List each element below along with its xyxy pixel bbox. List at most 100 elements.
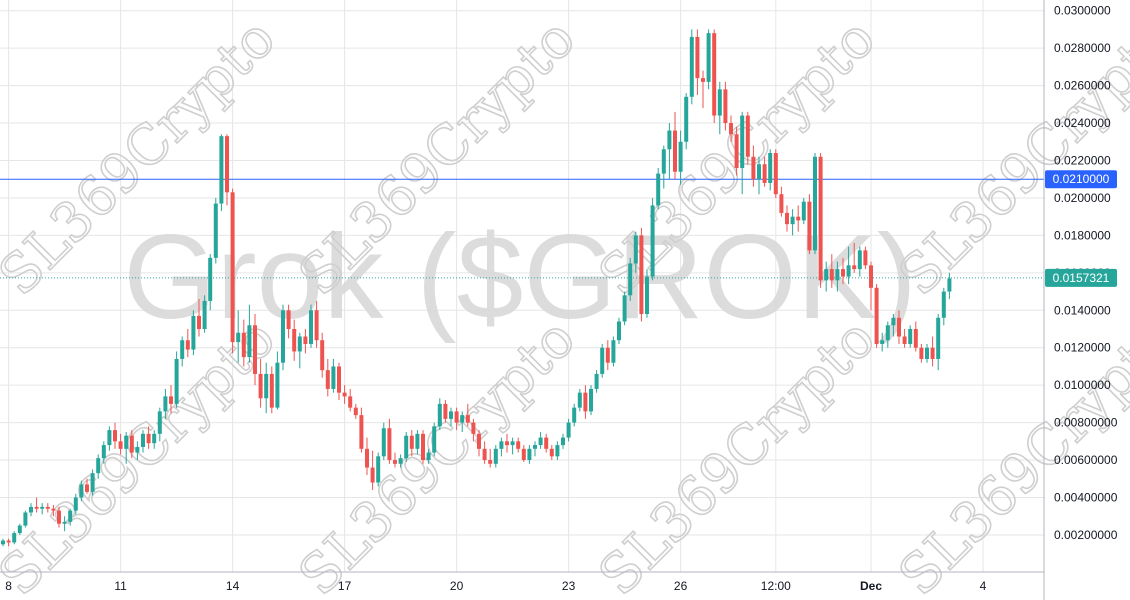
candle[interactable]	[841, 257, 845, 285]
candle[interactable]	[230, 188, 235, 354]
candle[interactable]	[281, 304, 285, 371]
candle[interactable]	[768, 149, 773, 191]
candle[interactable]	[505, 433, 509, 453]
candle[interactable]	[617, 317, 621, 344]
candle[interactable]	[656, 167, 661, 210]
candle[interactable]	[913, 321, 918, 352]
candle[interactable]	[561, 433, 565, 449]
candle[interactable]	[785, 205, 789, 232]
candle[interactable]	[208, 254, 213, 311]
candle[interactable]	[673, 111, 677, 180]
candle[interactable]	[79, 480, 84, 502]
candle[interactable]	[717, 81, 722, 135]
candle[interactable]	[62, 516, 67, 532]
candle[interactable]	[801, 197, 806, 225]
candle[interactable]	[292, 319, 297, 361]
candle[interactable]	[376, 452, 381, 487]
candle[interactable]	[549, 445, 554, 461]
candle[interactable]	[796, 205, 801, 232]
candle[interactable]	[835, 261, 840, 292]
candle[interactable]	[398, 454, 403, 468]
candle[interactable]	[73, 493, 78, 515]
candle[interactable]	[779, 186, 784, 217]
candle[interactable]	[650, 197, 655, 281]
candle[interactable]	[185, 329, 190, 358]
candle[interactable]	[745, 111, 750, 165]
candle[interactable]	[947, 272, 952, 300]
candle[interactable]	[521, 445, 526, 462]
candle[interactable]	[191, 310, 196, 356]
candle[interactable]	[454, 407, 459, 431]
candle[interactable]	[695, 29, 700, 95]
candle[interactable]	[141, 430, 145, 453]
candle[interactable]	[197, 299, 201, 337]
candle[interactable]	[460, 411, 465, 432]
candle[interactable]	[589, 385, 593, 416]
candle[interactable]	[174, 351, 179, 408]
candle[interactable]	[275, 351, 280, 410]
candle[interactable]	[538, 431, 543, 449]
candle[interactable]	[365, 437, 369, 476]
candle[interactable]	[90, 469, 95, 496]
candle[interactable]	[12, 531, 17, 545]
candle[interactable]	[421, 430, 425, 464]
candle[interactable]	[757, 156, 761, 195]
candle[interactable]	[712, 29, 717, 124]
candle[interactable]	[885, 321, 890, 348]
candle[interactable]	[891, 314, 896, 337]
candle[interactable]	[443, 400, 448, 423]
candle[interactable]	[902, 329, 907, 348]
candle[interactable]	[824, 261, 829, 292]
candle[interactable]	[449, 407, 453, 427]
candle[interactable]	[113, 422, 117, 449]
candle[interactable]	[387, 418, 392, 464]
candle[interactable]	[309, 304, 313, 348]
candle[interactable]	[762, 156, 767, 187]
candle[interactable]	[689, 29, 694, 105]
candle[interactable]	[734, 126, 739, 176]
candle[interactable]	[846, 246, 851, 285]
candle[interactable]	[124, 431, 129, 464]
candle[interactable]	[269, 366, 274, 414]
candle[interactable]	[499, 437, 504, 457]
candle[interactable]	[605, 340, 610, 371]
candle[interactable]	[96, 454, 101, 479]
candle[interactable]	[68, 508, 73, 526]
candle[interactable]	[135, 441, 140, 461]
candle[interactable]	[348, 388, 353, 412]
candle[interactable]	[213, 197, 218, 264]
candle[interactable]	[331, 358, 336, 393]
candle[interactable]	[17, 523, 22, 535]
candle[interactable]	[314, 300, 319, 348]
candle[interactable]	[594, 370, 599, 393]
candle[interactable]	[611, 336, 616, 367]
candle[interactable]	[790, 209, 795, 236]
candle[interactable]	[101, 441, 106, 464]
candle[interactable]	[404, 431, 409, 462]
candle[interactable]	[320, 332, 325, 378]
candle[interactable]	[527, 445, 532, 464]
candle[interactable]	[577, 388, 582, 412]
candle[interactable]	[678, 130, 683, 185]
candle[interactable]	[869, 261, 873, 311]
candle[interactable]	[297, 332, 302, 369]
candle[interactable]	[471, 418, 476, 442]
candle[interactable]	[40, 503, 45, 515]
candle[interactable]	[51, 504, 56, 517]
candle[interactable]	[482, 441, 487, 464]
candle[interactable]	[829, 254, 834, 288]
candle[interactable]	[941, 287, 946, 326]
candle[interactable]	[701, 70, 705, 109]
candle[interactable]	[247, 304, 252, 363]
candle[interactable]	[639, 227, 644, 322]
candle[interactable]	[852, 242, 857, 273]
candle[interactable]	[516, 437, 521, 453]
candle[interactable]	[393, 452, 397, 468]
candle[interactable]	[857, 246, 862, 277]
candle[interactable]	[241, 319, 246, 367]
candle[interactable]	[57, 506, 61, 528]
candle[interactable]	[706, 29, 711, 90]
candle[interactable]	[225, 134, 229, 206]
candle[interactable]	[415, 430, 420, 455]
